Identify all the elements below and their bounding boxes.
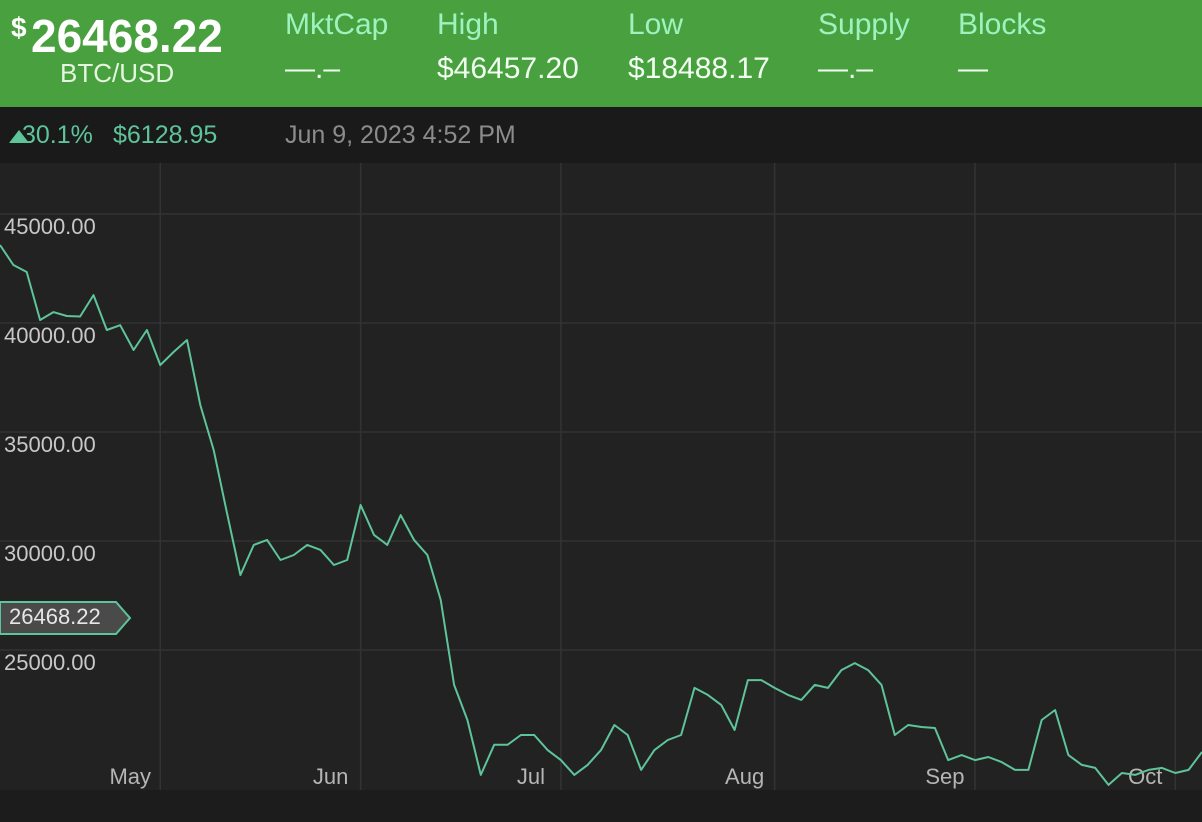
- y-tick-label: 25000.00: [4, 650, 96, 675]
- x-tick-label: Jul: [517, 764, 545, 789]
- timestamp: Jun 9, 2023 4:52 PM: [285, 121, 516, 149]
- y-tick-label: 45000.00: [4, 214, 96, 239]
- price-line: [0, 244, 1202, 786]
- y-tick-label: 30000.00: [4, 541, 96, 566]
- x-tick-label: Jun: [313, 764, 348, 789]
- change-pct: 30.1%: [22, 121, 93, 149]
- stat-value: $46457.20: [437, 52, 579, 85]
- y-tick-label: 40000.00: [4, 323, 96, 348]
- stat-value: $18488.17: [628, 52, 770, 85]
- up-arrow: [9, 130, 29, 143]
- x-tick-label: May: [109, 764, 151, 789]
- stat-label: Low: [628, 8, 684, 41]
- header: $ 26468.22 BTC/USD MktCap —.– High $46457.2…: [0, 0, 1202, 107]
- subheader: 30.1% $6128.95 Jun 9, 2023 4:52 PM: [0, 107, 1202, 163]
- current-price-tag: [0, 600, 132, 635]
- stat-label: Supply: [818, 8, 910, 41]
- stat-label: MktCap: [285, 8, 389, 41]
- price: 26468.22: [31, 10, 223, 62]
- x-tick-label: Aug: [725, 764, 764, 789]
- y-tick-label: 35000.00: [4, 432, 96, 457]
- stat-label: High: [437, 8, 499, 41]
- x-tick-label: Sep: [925, 764, 964, 789]
- stat-value: —.–: [818, 52, 874, 85]
- pair: BTC/USD: [60, 58, 175, 88]
- change-value: $6128.95: [113, 121, 218, 149]
- current-price-label: 26468.22: [9, 604, 101, 629]
- stat-label: Blocks: [958, 8, 1047, 41]
- stat-value: —.–: [285, 52, 341, 85]
- price-symbol: $: [11, 12, 27, 43]
- stat-value: —: [958, 52, 988, 85]
- plot-bg: [0, 163, 1202, 790]
- x-tick-label: Oct: [1128, 764, 1162, 789]
